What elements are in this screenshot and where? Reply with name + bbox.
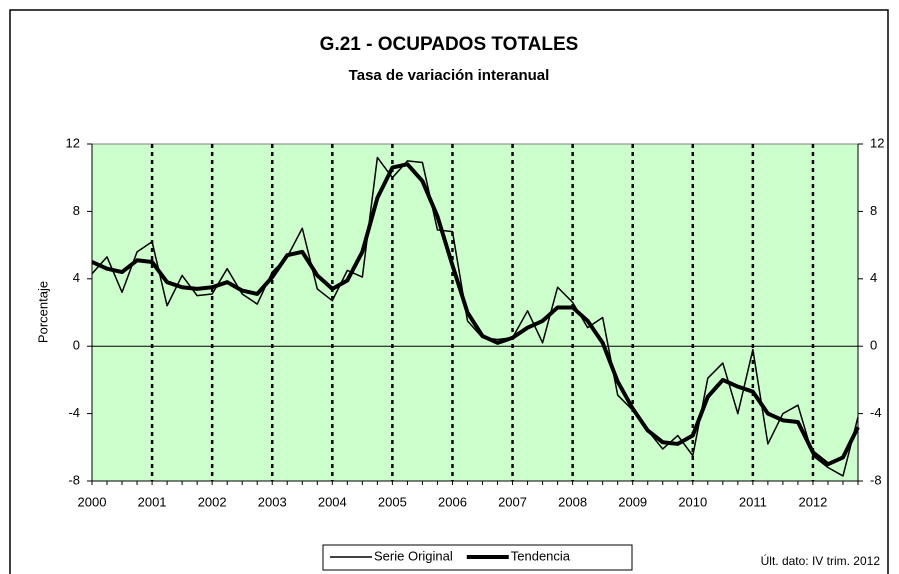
x-tick-label: 2010 xyxy=(678,494,707,509)
x-tick-label: 2011 xyxy=(739,494,767,509)
y2-tick-label: -4 xyxy=(870,405,882,420)
x-tick-label: 2007 xyxy=(498,494,527,509)
y2-tick-label: 0 xyxy=(870,338,877,353)
y2-tick-label: 8 xyxy=(870,203,877,218)
y-tick-label: 8 xyxy=(73,203,80,218)
chart-subtitle: Tasa de variación interanual xyxy=(349,67,550,84)
note: Últ. dato: IV trim. 2012 xyxy=(761,553,881,568)
x-tick-label: 2003 xyxy=(258,494,287,509)
x-tick-label: 2000 xyxy=(78,494,107,509)
plot-area xyxy=(91,143,859,482)
y-tick-label: 0 xyxy=(73,338,80,353)
x-tick-label: 2002 xyxy=(198,494,227,509)
x-tick-label: 2001 xyxy=(138,494,167,509)
chart-title: G.21 - OCUPADOS TOTALES xyxy=(320,34,579,55)
x-tick-label: 2005 xyxy=(378,494,407,509)
series-line xyxy=(91,156,859,477)
x-tick-label: 2009 xyxy=(618,494,647,509)
x-tick-label: 2008 xyxy=(558,494,587,509)
x-tick-label: 2004 xyxy=(318,494,347,509)
y2-tick-label: 12 xyxy=(870,135,884,150)
x-tick-label: 2012 xyxy=(798,494,827,509)
x-tick-label: 2006 xyxy=(438,494,467,509)
y2-tick-label: -8 xyxy=(870,472,882,487)
y-tick-label: 12 xyxy=(66,135,80,150)
y-tick-label: -8 xyxy=(68,472,80,487)
y-tick-label: 4 xyxy=(73,270,80,285)
legend-label: Tendencia xyxy=(511,548,571,563)
series-line xyxy=(91,162,860,467)
y-axis-label: Porcentaje xyxy=(35,281,50,343)
y2-tick-label: 4 xyxy=(870,270,877,285)
y-tick-label: -4 xyxy=(68,405,80,420)
legend-label: Serie Original xyxy=(374,548,453,563)
